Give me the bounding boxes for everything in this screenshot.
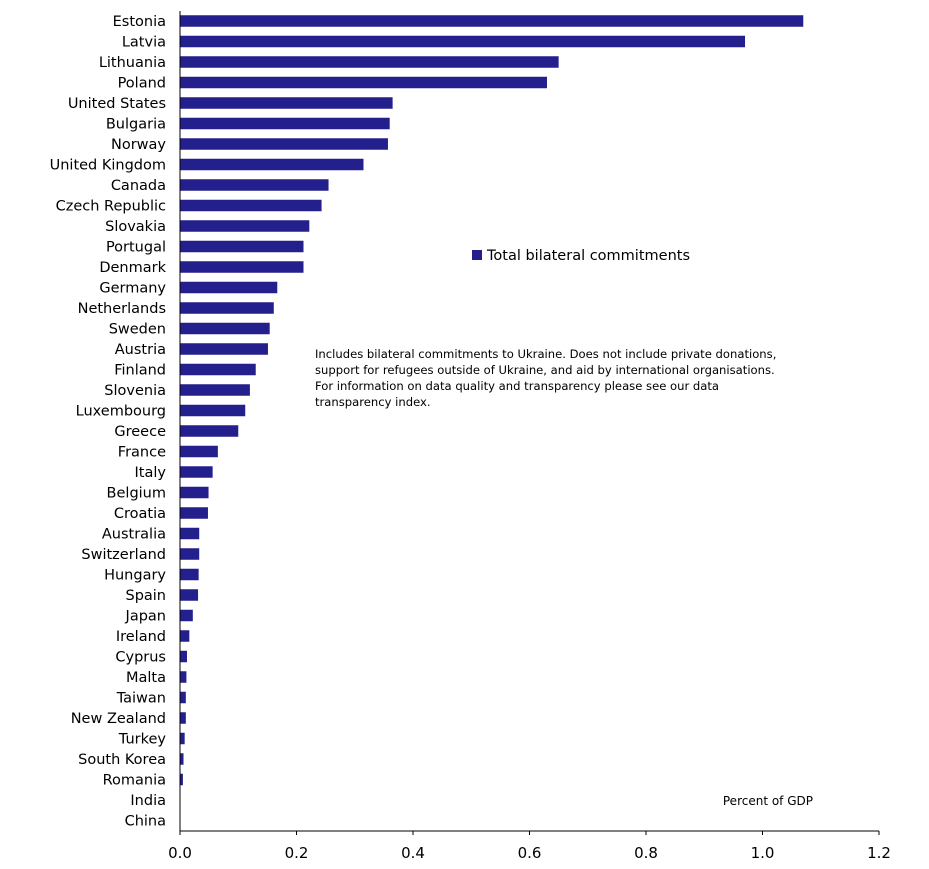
category-label: Japan: [125, 609, 166, 625]
category-label: Romania: [103, 773, 166, 789]
bar-latvia: [180, 35, 746, 48]
x-tick-label: 0.0: [168, 844, 192, 862]
category-label: Norway: [111, 137, 166, 153]
legend-label: Total bilateral commitments: [486, 248, 690, 264]
x-tick-label: 1.0: [751, 844, 775, 862]
bar-poland: [180, 76, 547, 89]
bar-hungary: [180, 568, 199, 581]
note-line-3: For information on data quality and tran…: [315, 379, 719, 393]
bar-netherlands: [180, 302, 274, 314]
bar-denmark: [180, 261, 304, 273]
bar-portugal: [180, 240, 304, 253]
x-tick-label: 0.8: [634, 844, 658, 862]
category-label: Czech Republic: [56, 199, 166, 215]
category-label: Malta: [126, 670, 166, 686]
x-tick-label: 0.2: [285, 844, 309, 862]
legend-swatch: [472, 250, 482, 260]
bar-united-states: [180, 97, 393, 109]
category-label: Luxembourg: [76, 404, 166, 420]
bar-norway: [180, 138, 388, 150]
category-label: Italy: [135, 465, 167, 481]
note-line-2: support for refugees outside of Ukraine,…: [315, 363, 775, 377]
bar-sweden: [180, 322, 270, 335]
category-label: Hungary: [104, 568, 166, 584]
category-label: France: [118, 445, 166, 461]
category-label: United Kingdom: [50, 158, 166, 174]
legend: Total bilateral commitments: [472, 248, 690, 264]
bar-romania: [180, 773, 183, 786]
bar-bulgaria: [180, 117, 390, 130]
bar-japan: [180, 609, 193, 622]
bar-new-zealand: [180, 712, 186, 724]
note-line-4: transparency index.: [315, 395, 431, 409]
category-label: Netherlands: [78, 301, 166, 317]
x-tick-label: 0.6: [518, 844, 542, 862]
category-label: Ireland: [116, 629, 166, 645]
bar-luxembourg: [180, 404, 246, 417]
category-label: New Zealand: [71, 711, 166, 727]
category-label: Croatia: [114, 506, 166, 522]
category-labels: Estonia Latvia Lithuania Poland United State…: [50, 14, 167, 830]
bars-group: [180, 15, 804, 786]
category-label: Sweden: [109, 322, 166, 338]
category-label: Australia: [102, 527, 166, 543]
category-label: Slovenia: [104, 383, 166, 399]
bar-france: [180, 445, 218, 458]
bar-austria: [180, 343, 268, 355]
category-label: Switzerland: [81, 547, 166, 563]
bar-finland: [180, 363, 256, 376]
bar-ireland: [180, 630, 190, 642]
x-axis-ticks: 0.0 0.2 0.4 0.6 0.8 1.0 1.2: [168, 831, 891, 862]
category-label: Canada: [111, 178, 166, 194]
x-axis-unit-label: Percent of GDP: [723, 794, 813, 808]
category-label: Denmark: [99, 260, 166, 276]
category-label: Latvia: [122, 35, 166, 51]
category-label: Finland: [114, 363, 166, 379]
category-label: Turkey: [118, 732, 167, 748]
bar-belgium: [180, 486, 209, 499]
category-label: Slovakia: [105, 219, 166, 235]
bar-spain: [180, 589, 199, 601]
bar-taiwan: [180, 691, 186, 704]
category-label: Spain: [125, 588, 166, 604]
category-label: China: [125, 814, 166, 830]
bar-croatia: [180, 507, 208, 519]
bar-greece: [180, 425, 239, 437]
category-label: Poland: [118, 76, 166, 92]
bar-slovakia: [180, 220, 310, 232]
bar-canada: [180, 179, 329, 191]
bar-south-korea: [180, 753, 184, 765]
category-label: Estonia: [113, 14, 166, 30]
bar-malta: [180, 671, 187, 683]
bar-switzerland: [180, 548, 200, 560]
bar-germany: [180, 281, 278, 294]
category-label: India: [130, 793, 166, 809]
x-tick-label: 1.2: [867, 844, 891, 862]
bar-czech-republic: [180, 199, 322, 212]
bar-lithuania: [180, 56, 559, 68]
bar-italy: [180, 466, 213, 478]
category-label: Austria: [115, 342, 166, 358]
category-label: Portugal: [106, 240, 166, 256]
x-tick-label: 0.4: [401, 844, 425, 862]
category-label: South Korea: [78, 752, 166, 768]
category-label: Taiwan: [116, 691, 166, 707]
bar-australia: [180, 527, 200, 540]
category-label: Bulgaria: [106, 117, 166, 133]
bar-turkey: [180, 732, 185, 745]
category-label: Lithuania: [99, 55, 166, 71]
note-line-1: Includes bilateral commitments to Ukrain…: [315, 347, 776, 361]
category-label: Greece: [114, 424, 166, 440]
category-label: Germany: [99, 281, 166, 297]
category-label: Cyprus: [115, 650, 166, 666]
bar-estonia: [180, 15, 804, 27]
category-label: Belgium: [107, 486, 166, 502]
bar-cyprus: [180, 650, 187, 663]
category-label: United States: [68, 96, 166, 112]
bar-slovenia: [180, 384, 250, 396]
bar-united-kingdom: [180, 158, 364, 171]
chart-note: Includes bilateral commitments to Ukrain…: [315, 347, 776, 409]
